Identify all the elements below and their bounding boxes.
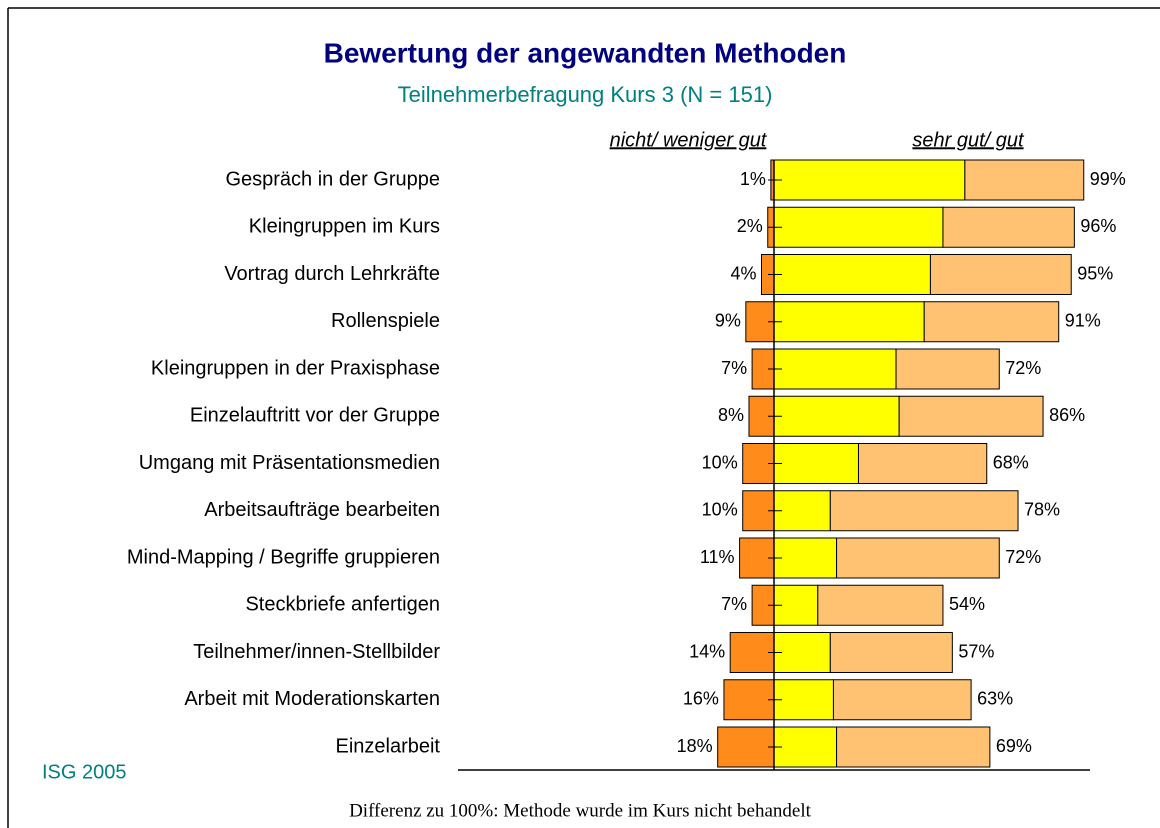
bar-positive xyxy=(923,301,1060,343)
total-label: 99% xyxy=(1090,169,1126,189)
bar-positive xyxy=(773,726,838,768)
bar-positive xyxy=(829,632,953,673)
negative-label: 11% xyxy=(700,547,735,567)
bar-positive xyxy=(773,395,900,437)
negative-label: 14% xyxy=(689,641,725,661)
total-label: 95% xyxy=(1077,263,1113,283)
bar-positive xyxy=(773,301,925,343)
bar-positive xyxy=(929,254,1072,295)
bar-positive xyxy=(942,206,1075,248)
bar-positive xyxy=(773,206,944,248)
negative-label: 2% xyxy=(737,216,763,236)
footnote: Differenz zu 100%: Methode wurde im Kurs… xyxy=(349,800,812,821)
category-label: Gespräch in der Gruppe xyxy=(225,168,440,190)
negative-label: 9% xyxy=(715,311,741,331)
total-label: 91% xyxy=(1065,311,1101,331)
bar-positive xyxy=(898,395,1044,437)
bar-positive xyxy=(857,443,988,484)
bar-positive xyxy=(773,632,831,673)
total-label: 54% xyxy=(949,594,985,614)
bar-positive xyxy=(895,348,1000,390)
source: ISG 2005 xyxy=(42,761,127,783)
total-label: 72% xyxy=(1005,547,1041,567)
right-header: sehr gut/ gut xyxy=(912,129,1025,151)
total-label: 69% xyxy=(996,736,1032,756)
category-label: Vortrag durch Lehrkräfte xyxy=(224,263,440,285)
category-label: Kleingruppen in der Praxisphase xyxy=(151,357,440,379)
negative-label: 18% xyxy=(677,736,713,756)
bar-positive xyxy=(773,537,838,579)
negative-label: 16% xyxy=(683,689,719,709)
bar-positive xyxy=(836,537,1000,579)
bar-positive xyxy=(817,584,944,626)
bar-positive xyxy=(773,348,897,390)
category-label: Steckbriefe anfertigen xyxy=(245,594,440,616)
total-label: 96% xyxy=(1080,216,1116,236)
bar-positive xyxy=(773,490,831,532)
category-label: Umgang mit Präsentationsmedien xyxy=(139,452,440,474)
category-label: Mind-Mapping / Begriffe gruppieren xyxy=(127,546,440,568)
total-label: 78% xyxy=(1024,500,1060,520)
chart-title: Bewertung der angewandten Methoden xyxy=(324,37,847,68)
bar-positive xyxy=(836,726,991,768)
negative-label: 7% xyxy=(721,358,747,378)
negative-label: 10% xyxy=(702,500,738,520)
bar-positive xyxy=(773,679,834,721)
category-label: Teilnehmer/innen-Stellbilder xyxy=(193,641,440,663)
chart-subtitle: Teilnehmerbefragung Kurs 3 (N = 151) xyxy=(398,82,773,107)
total-label: 72% xyxy=(1005,358,1041,378)
category-label: Einzelauftritt vor der Gruppe xyxy=(190,405,440,427)
bar-positive xyxy=(964,159,1085,201)
negative-label: 10% xyxy=(702,452,738,472)
category-label: Rollenspiele xyxy=(331,310,440,332)
bar-positive xyxy=(832,679,972,721)
bar-negative xyxy=(723,679,775,721)
category-label: Einzelarbeit xyxy=(335,735,440,757)
category-label: Arbeit mit Moderationskarten xyxy=(184,688,440,710)
negative-label: 4% xyxy=(730,263,756,283)
bar-positive xyxy=(773,159,966,201)
total-label: 63% xyxy=(977,689,1013,709)
total-label: 86% xyxy=(1049,405,1085,425)
negative-label: 8% xyxy=(718,405,744,425)
bar-negative xyxy=(729,632,775,673)
bar-positive xyxy=(829,490,1019,532)
bar-positive xyxy=(773,254,931,295)
category-label: Arbeitsaufträge bearbeiten xyxy=(204,499,440,521)
bar-negative xyxy=(717,726,775,768)
total-label: 68% xyxy=(993,452,1029,472)
total-label: 57% xyxy=(958,641,994,661)
category-label: Kleingruppen im Kurs xyxy=(249,216,440,238)
left-header: nicht/ weniger gut xyxy=(610,129,768,151)
negative-label: 7% xyxy=(721,594,747,614)
negative-label: 1% xyxy=(740,169,766,189)
bar-positive xyxy=(773,443,859,484)
